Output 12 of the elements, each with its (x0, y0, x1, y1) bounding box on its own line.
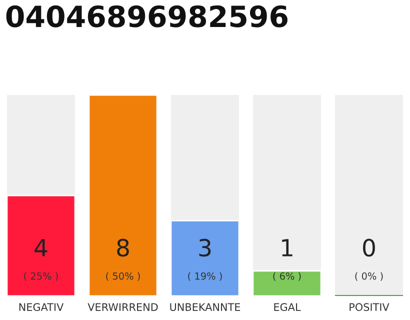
x-tick-label: POSITIV (350, 303, 390, 312)
x-tick-label: UNBEKANNTE (170, 303, 240, 312)
chart-title: 04046896982596 (6, 5, 288, 28)
x-tick-label: EGAL (274, 303, 301, 312)
data-label: 4 ( 25% ) (24, 239, 58, 281)
data-label: 1 ( 6% ) (273, 239, 301, 281)
data-label: 3 ( 19% ) (188, 238, 222, 281)
data-label: 0 ( 0% ) (355, 238, 383, 281)
x-tick-label: VERWIRREND (88, 303, 158, 311)
data-label: 8 ( 50% ) (106, 238, 140, 281)
bar (252, 270, 322, 296)
x-tick-label: NEGATIV (19, 303, 64, 312)
